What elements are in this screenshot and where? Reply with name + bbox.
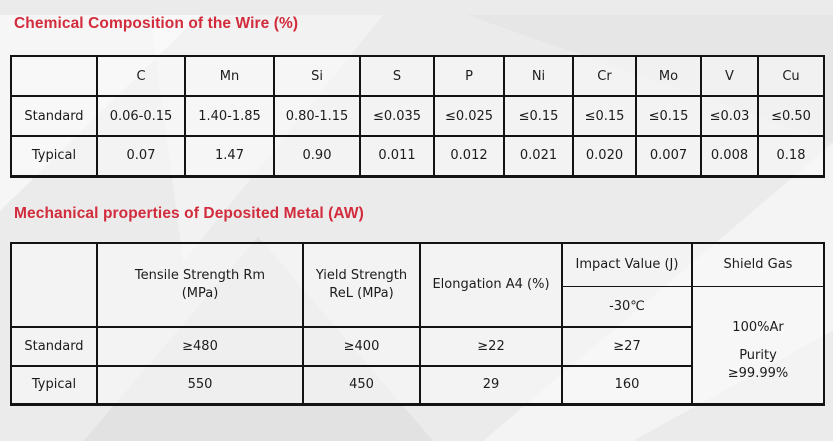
- table1-cell: 0.008: [700, 135, 759, 177]
- table1-col-header: V: [700, 55, 759, 97]
- table2-cell: ≥400: [302, 325, 421, 367]
- table1-cell: ≤0.15: [572, 95, 637, 137]
- table1-cell: ≤0.15: [635, 95, 702, 137]
- table1-corner-cell: [10, 55, 98, 97]
- table1-col-header: C: [96, 55, 186, 97]
- table1-row-label: Standard: [10, 95, 98, 137]
- table1-col-header: Ni: [503, 55, 574, 97]
- table1-cell: ≤0.50: [757, 95, 825, 137]
- table1-cell: 0.011: [359, 135, 435, 177]
- table1-cell: 0.020: [572, 135, 637, 177]
- table2-cell: ≥480: [96, 325, 304, 367]
- table2-shield-gas-cell: 100%Ar Purity ≥99.99%: [691, 286, 825, 406]
- table1-cell: ≤0.035: [359, 95, 435, 137]
- mechanical-properties-table: Tensile Strength Rm (MPa) Yield Strength…: [10, 241, 825, 406]
- table1-col-header: S: [359, 55, 435, 97]
- chemical-composition-table: C Mn Si S P Ni Cr Mo V Cu Standard 0.06-…: [10, 55, 825, 178]
- table2-typical-row: Typical 550 450 29 160: [10, 364, 824, 406]
- table2-corner-cell: [10, 241, 98, 328]
- table1-cell: 0.90: [273, 135, 361, 177]
- table1-typical-row: Typical 0.07 1.47 0.90 0.011 0.012 0.021…: [10, 135, 825, 177]
- table1-cell: 1.47: [184, 135, 275, 177]
- table1-col-header: Mo: [635, 55, 702, 97]
- table2-standard-row: Standard ≥480 ≥400 ≥22 ≥27: [10, 325, 824, 367]
- mechanical-properties-title: Mechanical properties of Deposited Metal…: [14, 204, 364, 222]
- table2-cell: 29: [419, 364, 563, 406]
- table1-col-header: Cr: [572, 55, 637, 97]
- table2-col-header-yield: Yield Strength ReL (MPa): [302, 241, 421, 328]
- table2-cell: 160: [561, 364, 693, 406]
- table2-cell: ≥22: [419, 325, 563, 367]
- table1-cell: ≤0.03: [700, 95, 759, 137]
- table1-cell: 0.07: [96, 135, 186, 177]
- table1-row-label: Typical: [10, 135, 98, 177]
- table1-col-header: Mn: [184, 55, 275, 97]
- table2-cell: ≥27: [561, 325, 693, 367]
- table2-row-label: Standard: [10, 325, 98, 367]
- table2-col-header-impact: Impact Value (J): [561, 241, 693, 287]
- table2-cell: 450: [302, 364, 421, 406]
- table1-cell: 0.18: [757, 135, 825, 177]
- table1-cell: ≤0.15: [503, 95, 574, 137]
- table2-col-header-shield: Shield Gas: [691, 241, 825, 287]
- table2-header-row-2: -30℃ 100%Ar Purity ≥99.99%: [11, 286, 825, 406]
- table1-cell: 0.06-0.15: [96, 95, 186, 137]
- table1-standard-row: Standard 0.06-0.15 1.40-1.85 0.80-1.15 ≤…: [10, 95, 825, 137]
- table1-col-header: Si: [273, 55, 361, 97]
- shield-gas-value: 100%Ar: [732, 319, 784, 335]
- table1-cell: 0.007: [635, 135, 702, 177]
- table1-cell: 1.40-1.85: [184, 95, 275, 137]
- table2-impact-condition-cell: -30℃: [561, 286, 693, 328]
- table2-header-row-1: Tensile Strength Rm (MPa) Yield Strength…: [10, 241, 825, 328]
- table2-col-header-tensile: Tensile Strength Rm (MPa): [96, 241, 304, 328]
- shield-purity-value: Purity ≥99.99%: [727, 348, 789, 381]
- table1-cell: 0.012: [433, 135, 505, 177]
- table2-cell: 550: [96, 364, 304, 406]
- table2-row-label: Typical: [10, 364, 98, 406]
- table1-col-header: P: [433, 55, 505, 97]
- table1-cell: ≤0.025: [433, 95, 505, 137]
- table1-col-header: Cu: [757, 55, 825, 97]
- table1-cell: 0.80-1.15: [273, 95, 361, 137]
- table1-cell: 0.021: [503, 135, 574, 177]
- table1-header-row: C Mn Si S P Ni Cr Mo V Cu: [10, 55, 825, 97]
- chemical-composition-title: Chemical Composition of the Wire (%): [14, 15, 299, 32]
- table2-col-header-elongation: Elongation A4 (%): [419, 241, 563, 328]
